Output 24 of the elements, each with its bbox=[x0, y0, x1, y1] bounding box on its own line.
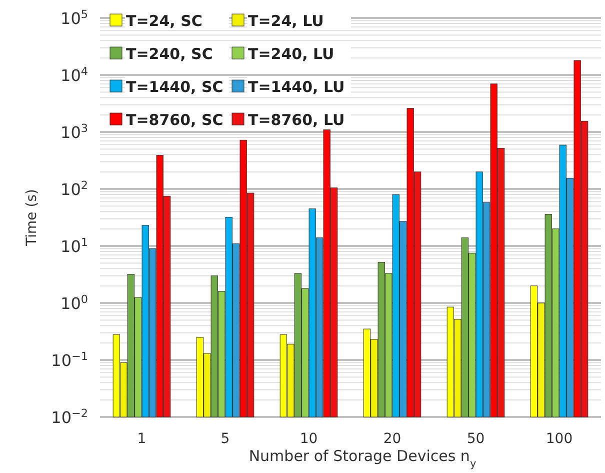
y-tick-label: 10$^{2}$ bbox=[60, 178, 88, 199]
legend-label: T=240, SC bbox=[126, 45, 213, 63]
x-tick-label: 20 bbox=[383, 431, 402, 447]
legend-label: T=1440, SC bbox=[126, 78, 224, 96]
x-tick-label: 100 bbox=[546, 431, 573, 447]
x-tick-label: 1 bbox=[137, 431, 146, 447]
y-tick-label: 10$^{3}$ bbox=[60, 122, 88, 142]
legend-label: T=24, SC bbox=[126, 12, 202, 30]
legend-label: T=8760, SC bbox=[126, 111, 224, 129]
y-tick-label: 10$^{−1}$ bbox=[51, 350, 88, 370]
y-tick-label: 10$^{−2}$ bbox=[51, 406, 88, 427]
y-axis-title: Time (s) bbox=[24, 189, 40, 247]
x-tick-label: 5 bbox=[220, 431, 230, 447]
legend-label: T=240, LU bbox=[248, 45, 334, 63]
x-axis-title: Number of Storage Devices n$_{y}$ bbox=[248, 447, 476, 470]
y-tick-label: 10$^{1}$ bbox=[60, 236, 88, 256]
y-tick-label: 10$^{0}$ bbox=[60, 292, 88, 313]
x-tick-label: 50 bbox=[466, 431, 485, 447]
legend-label: T=1440, LU bbox=[248, 78, 345, 96]
legend-label: T=24, LU bbox=[248, 12, 324, 30]
y-tick-label: 10$^{5}$ bbox=[60, 8, 88, 28]
legend-label: T=8760, LU bbox=[248, 111, 345, 129]
x-tick-label: 10 bbox=[300, 431, 318, 447]
y-tick-label: 10$^{4}$ bbox=[60, 64, 88, 85]
